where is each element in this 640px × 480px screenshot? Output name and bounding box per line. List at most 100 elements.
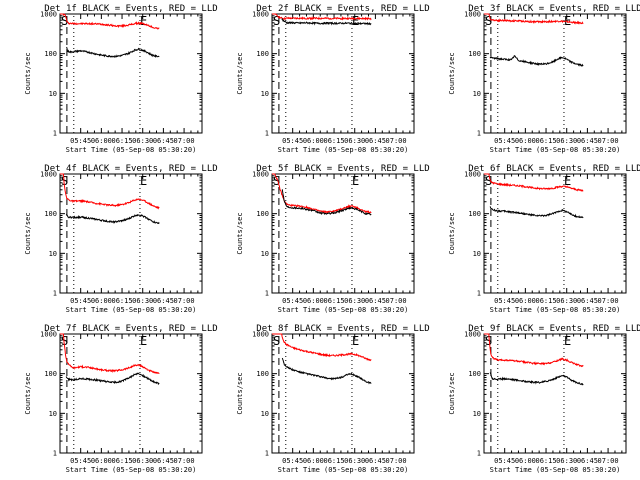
y-axis-label: Counts/sec <box>24 52 32 94</box>
x-tick-label: 06:00 <box>91 137 112 145</box>
start-marker: S <box>61 14 68 28</box>
plot-frame <box>59 333 203 454</box>
start-marker: S <box>485 334 492 348</box>
plot-frame <box>271 13 415 134</box>
y-tick-label: 10 <box>473 250 481 258</box>
y-tick-label: 100 <box>44 210 57 218</box>
series-line-lld <box>60 173 160 210</box>
x-tick-label: 05:45 <box>494 137 515 145</box>
plot-frame <box>483 333 627 454</box>
end-marker: E <box>352 14 359 28</box>
series-line-events <box>281 357 372 385</box>
x-tick-label: 07:00 <box>174 457 195 465</box>
x-tick-label: 06:45 <box>365 297 386 305</box>
y-tick-label: 1 <box>265 130 269 138</box>
x-tick-label: 06:15 <box>323 457 344 465</box>
x-tick-label: 06:30 <box>556 457 577 465</box>
y-tick-label: 10 <box>49 250 57 258</box>
x-tick-label: 05:45 <box>494 457 515 465</box>
x-tick-label: 06:00 <box>91 457 112 465</box>
y-tick-label: 100 <box>468 370 481 378</box>
y-tick-label: 100 <box>44 50 57 58</box>
x-axis-label: Start Time (05-Sep-08 05:30:20) <box>66 466 197 474</box>
y-tick-label: 1 <box>477 450 481 458</box>
y-tick-label: 100 <box>256 210 269 218</box>
y-tick-label: 100 <box>256 50 269 58</box>
y-axis-label: Counts/sec <box>448 372 456 414</box>
x-axis-label: Start Time (05-Sep-08 05:30:20) <box>278 146 409 154</box>
y-axis-label: Counts/sec <box>448 52 456 94</box>
y-tick-label: 10 <box>49 410 57 418</box>
x-tick-label: 06:00 <box>91 297 112 305</box>
panel-det-9: Det 9f BLACK = Events, RED = LLD 1 10 100 10… <box>448 324 640 474</box>
panel-det-5: Det 5f BLACK = Events, RED = LLD 1 10 100 10… <box>236 164 430 314</box>
y-tick-label: 1000 <box>40 331 57 339</box>
end-marker: E <box>352 174 359 188</box>
y-tick-label: 1 <box>53 130 57 138</box>
y-axis-label: Counts/sec <box>236 372 244 414</box>
x-tick-label: 06:00 <box>303 457 324 465</box>
panel-title: Det 5f BLACK = Events, RED = LLD <box>256 164 429 174</box>
end-marker: E <box>140 334 147 348</box>
x-tick-label: 06:30 <box>132 137 153 145</box>
x-tick-label: 07:00 <box>174 137 195 145</box>
end-marker: E <box>140 14 147 28</box>
x-tick-label: 07:00 <box>386 457 407 465</box>
start-marker: S <box>273 174 280 188</box>
series-line-events <box>489 55 584 67</box>
y-tick-label: 1000 <box>40 171 57 179</box>
x-tick-label: 06:00 <box>515 137 536 145</box>
y-tick-label: 1 <box>265 290 269 298</box>
x-tick-label: 06:00 <box>515 297 536 305</box>
panel-det-2: Det 2f BLACK = Events, RED = LLD 1 10 100 10… <box>236 4 430 154</box>
panel-title: Det 4f BLACK = Events, RED = LLD <box>44 164 217 174</box>
panel-title: Det 3f BLACK = Events, RED = LLD <box>468 4 640 14</box>
y-axis-label: Counts/sec <box>236 52 244 94</box>
series-line-events <box>281 189 372 216</box>
y-tick-label: 100 <box>256 370 269 378</box>
x-tick-label: 06:45 <box>365 457 386 465</box>
x-tick-label: 05:45 <box>282 457 303 465</box>
x-tick-label: 06:15 <box>535 457 556 465</box>
plot-frame <box>271 173 415 294</box>
x-tick-label: 06:45 <box>577 297 598 305</box>
series-line-events <box>65 213 160 224</box>
plot-frame <box>59 173 203 294</box>
series-line-lld <box>60 333 160 375</box>
x-tick-label: 06:15 <box>111 457 132 465</box>
series-line-lld <box>60 13 160 30</box>
x-tick-label: 06:00 <box>303 137 324 145</box>
x-tick-label: 06:15 <box>323 137 344 145</box>
x-tick-label: 06:45 <box>577 137 598 145</box>
x-tick-label: 07:00 <box>598 297 619 305</box>
y-tick-label: 10 <box>49 90 57 98</box>
y-tick-label: 1000 <box>40 11 57 19</box>
panel-det-1: Det 1f BLACK = Events, RED = LLD 1 10 100 10… <box>24 4 218 154</box>
x-tick-label: 06:30 <box>344 457 365 465</box>
panel-title: Det 1f BLACK = Events, RED = LLD <box>44 4 217 14</box>
end-marker: E <box>564 174 571 188</box>
start-marker: S <box>273 334 280 348</box>
y-tick-label: 1000 <box>464 331 481 339</box>
x-tick-label: 06:15 <box>323 297 344 305</box>
panel-title: Det 7f BLACK = Events, RED = LLD <box>44 324 217 334</box>
y-axis-label: Counts/sec <box>236 212 244 254</box>
start-marker: S <box>61 174 68 188</box>
series-line-events <box>489 372 584 386</box>
plot-frame <box>483 173 627 294</box>
x-tick-label: 06:30 <box>344 137 365 145</box>
x-tick-label: 06:45 <box>153 137 174 145</box>
panel-det-7: Det 7f BLACK = Events, RED = LLD 1 10 100 10… <box>24 324 218 474</box>
x-tick-label: 06:15 <box>535 297 556 305</box>
series-line-events <box>66 46 160 59</box>
y-tick-label: 1 <box>265 450 269 458</box>
y-tick-label: 10 <box>261 410 269 418</box>
x-tick-label: 07:00 <box>598 457 619 465</box>
y-tick-label: 100 <box>468 210 481 218</box>
x-tick-label: 07:00 <box>386 137 407 145</box>
x-axis-label: Start Time (05-Sep-08 05:30:20) <box>66 146 197 154</box>
x-tick-label: 06:00 <box>303 297 324 305</box>
x-tick-label: 05:45 <box>494 297 515 305</box>
y-tick-label: 10 <box>261 90 269 98</box>
panel-title: Det 6f BLACK = Events, RED = LLD <box>468 164 640 174</box>
